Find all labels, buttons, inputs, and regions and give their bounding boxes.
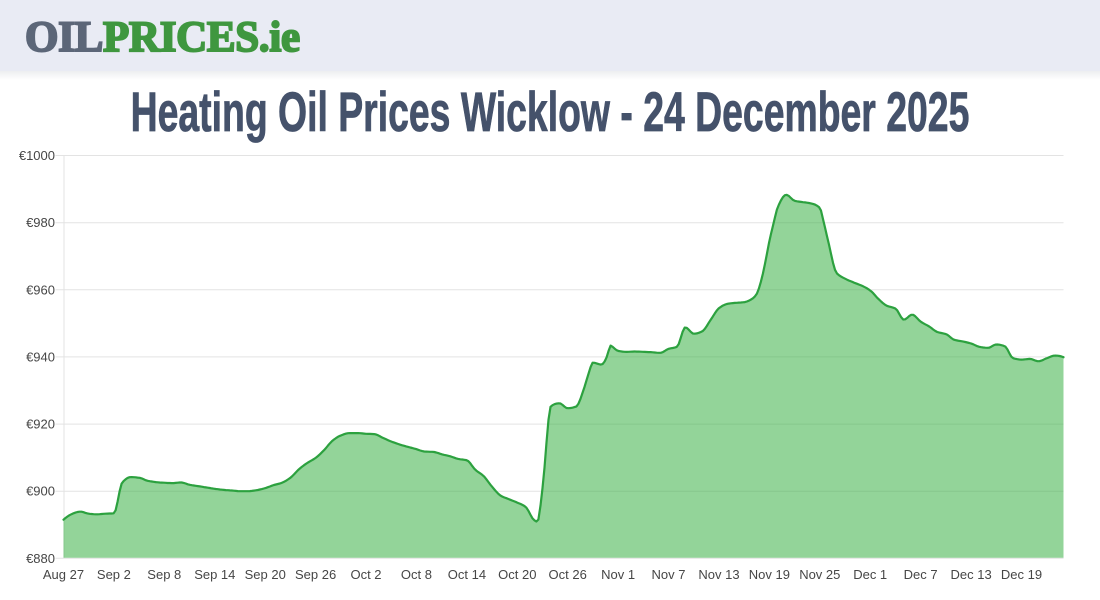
svg-text:€920: €920: [26, 417, 55, 432]
svg-text:€940: €940: [26, 349, 55, 364]
svg-text:Oct 14: Oct 14: [448, 567, 486, 582]
svg-text:Nov 25: Nov 25: [799, 567, 840, 582]
svg-text:€900: €900: [26, 484, 55, 499]
svg-text:Dec 7: Dec 7: [904, 567, 938, 582]
svg-text:Oct 8: Oct 8: [401, 567, 432, 582]
svg-text:Oct 2: Oct 2: [350, 567, 381, 582]
svg-text:Sep 2: Sep 2: [97, 567, 131, 582]
svg-text:Sep 14: Sep 14: [194, 567, 235, 582]
svg-text:Nov 19: Nov 19: [749, 567, 790, 582]
svg-text:€880: €880: [26, 551, 55, 566]
svg-text:Nov 7: Nov 7: [652, 567, 686, 582]
svg-text:€960: €960: [26, 282, 55, 297]
svg-text:Sep 26: Sep 26: [295, 567, 336, 582]
svg-text:Dec 13: Dec 13: [950, 567, 991, 582]
svg-text:Aug 27: Aug 27: [43, 567, 84, 582]
svg-text:Nov 13: Nov 13: [698, 567, 739, 582]
svg-text:Nov 1: Nov 1: [601, 567, 635, 582]
svg-text:Sep 20: Sep 20: [245, 567, 286, 582]
svg-text:Oct 26: Oct 26: [549, 567, 587, 582]
svg-text:Dec 1: Dec 1: [853, 567, 887, 582]
svg-text:€980: €980: [26, 215, 55, 230]
svg-text:€1000: €1000: [19, 148, 55, 163]
svg-text:Oct 20: Oct 20: [498, 567, 536, 582]
svg-text:Sep 8: Sep 8: [147, 567, 181, 582]
svg-text:Dec 19: Dec 19: [1001, 567, 1042, 582]
